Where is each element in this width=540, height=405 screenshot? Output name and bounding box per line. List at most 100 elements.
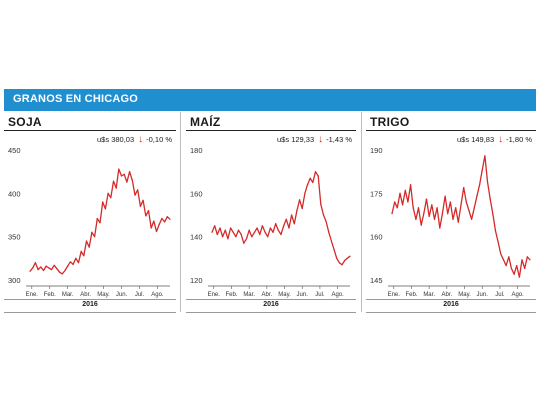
data-point xyxy=(415,218,417,220)
data-point xyxy=(524,267,526,269)
data-point xyxy=(120,175,123,177)
data-point xyxy=(494,230,497,232)
x-tick-label: Mar. xyxy=(243,292,255,298)
data-point xyxy=(251,236,253,238)
header-title: GRANOS EN CHICAGO xyxy=(13,93,139,105)
x-tick-label: Ene. xyxy=(26,292,39,298)
data-point xyxy=(131,179,133,181)
bottom-divider xyxy=(366,312,536,313)
data-point xyxy=(96,217,98,220)
data-point xyxy=(145,215,147,217)
data-point xyxy=(64,269,66,272)
data-point xyxy=(110,197,112,199)
data-point xyxy=(425,198,428,200)
data-point xyxy=(77,262,80,264)
x-tick-label: Feb. xyxy=(405,292,417,298)
y-tick-label: 400 xyxy=(8,189,21,198)
x-tick-label: Jul. xyxy=(495,292,505,298)
data-point xyxy=(232,231,234,233)
data-point xyxy=(283,225,285,227)
data-point xyxy=(299,199,301,201)
data-point xyxy=(457,221,459,223)
x-tick-label: Abr. xyxy=(442,292,453,298)
data-point xyxy=(441,213,443,215)
data-point xyxy=(476,195,478,197)
data-point xyxy=(150,227,152,229)
price-change: u$s 149,83 ↓ -1,80 % xyxy=(457,134,532,145)
data-point xyxy=(94,236,96,238)
data-point xyxy=(481,169,483,171)
data-point xyxy=(59,271,61,273)
data-point xyxy=(489,198,491,200)
chart-title: SOJA xyxy=(8,115,42,129)
year-label: 2016 xyxy=(263,301,279,308)
data-point xyxy=(83,255,85,257)
header-bar: GRANOS EN CHICAGO xyxy=(4,89,536,111)
data-point xyxy=(112,180,115,182)
data-point xyxy=(312,181,314,184)
x-tick-label: Ago. xyxy=(151,292,164,298)
data-point xyxy=(102,201,104,203)
y-tick-label: 450 xyxy=(8,146,21,155)
data-point xyxy=(510,267,512,269)
data-point xyxy=(484,155,486,157)
data-point xyxy=(99,222,101,224)
data-point xyxy=(34,262,36,264)
data-point xyxy=(455,207,457,209)
chart-title: MAÍZ xyxy=(190,115,221,129)
data-point xyxy=(219,227,221,229)
data-point xyxy=(502,259,505,261)
data-point xyxy=(211,231,213,233)
data-point xyxy=(243,242,245,244)
data-point xyxy=(75,257,77,259)
y-tick-label: 350 xyxy=(8,233,21,242)
data-point xyxy=(396,207,398,209)
data-point xyxy=(288,227,290,229)
data-point xyxy=(518,276,520,278)
data-point xyxy=(67,265,69,267)
data-point xyxy=(447,213,449,215)
data-point xyxy=(147,210,150,212)
data-point xyxy=(412,207,414,209)
y-tick-label: 145 xyxy=(370,276,383,285)
data-point xyxy=(336,257,338,259)
data-point xyxy=(40,266,42,268)
data-point xyxy=(407,201,409,203)
data-point xyxy=(248,229,250,231)
data-point xyxy=(164,221,166,223)
data-point xyxy=(48,267,50,269)
price-value: u$s 129,33 xyxy=(277,135,315,144)
data-point xyxy=(45,265,47,267)
panel-separator xyxy=(180,112,181,312)
data-point xyxy=(126,181,128,183)
data-point xyxy=(306,184,309,186)
data-point xyxy=(431,204,433,206)
data-point xyxy=(256,227,258,229)
data-point xyxy=(61,273,63,275)
change-value: -0,10 % xyxy=(146,135,172,144)
data-point xyxy=(227,238,229,240)
year-divider xyxy=(4,299,176,300)
data-point xyxy=(486,181,489,183)
data-point xyxy=(129,171,131,173)
bottom-divider xyxy=(4,312,176,313)
chart-title: TRIGO xyxy=(370,115,410,129)
data-point xyxy=(123,173,125,175)
data-point xyxy=(261,225,263,227)
down-arrow-icon: ↓ xyxy=(318,134,324,145)
data-point xyxy=(88,246,90,248)
data-point xyxy=(37,269,39,271)
data-point xyxy=(349,255,351,257)
data-point xyxy=(508,256,510,258)
x-tick-label: Jul. xyxy=(315,292,325,298)
data-point xyxy=(346,257,348,259)
data-point xyxy=(245,238,248,240)
y-tick-label: 300 xyxy=(8,276,21,285)
data-point xyxy=(328,231,330,233)
x-tick-label: May. xyxy=(278,292,291,298)
title-divider xyxy=(366,130,536,131)
data-point xyxy=(309,177,311,179)
data-point xyxy=(29,270,31,272)
data-point xyxy=(115,187,117,189)
data-point xyxy=(338,262,340,264)
